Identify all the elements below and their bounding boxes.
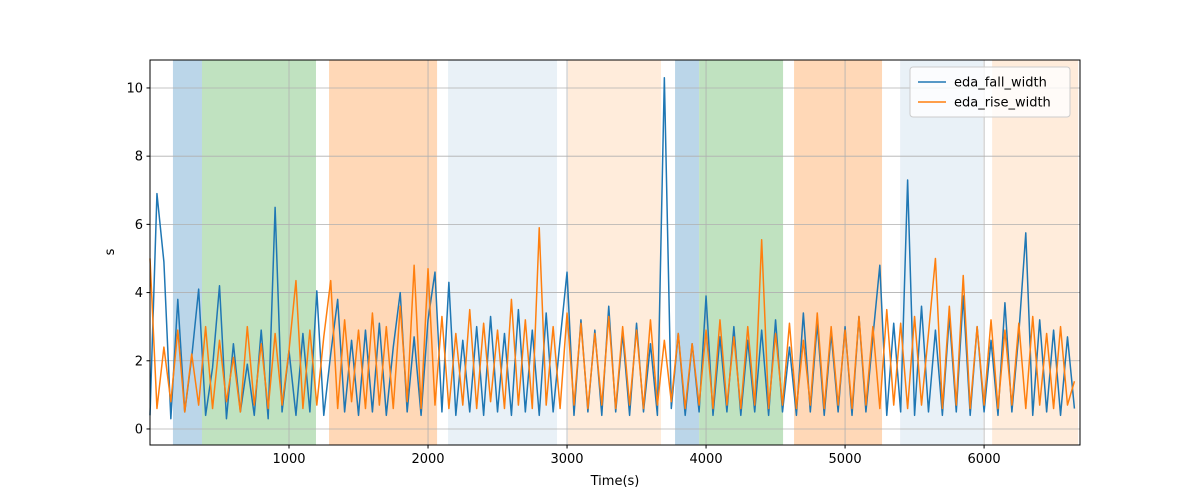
shaded-span: [329, 60, 438, 445]
y-tick-label: 8: [135, 150, 143, 165]
series-line: [149, 227, 1076, 413]
y-tick-label: 4: [135, 286, 143, 301]
x-tick-label: 1000: [272, 452, 305, 467]
shaded-span: [201, 60, 316, 445]
shaded-span: [172, 60, 202, 445]
legend-label: eda_rise_width: [954, 96, 1051, 111]
line-layer: [149, 76, 1076, 420]
shaded-span: [675, 60, 700, 445]
axis-layer: 1000 2000 3000 4000 5000 6000 0 2 4 6 8 10: [126, 81, 1000, 467]
x-axis-label: Time(s): [590, 474, 640, 489]
y-axis-label: s: [103, 248, 118, 255]
x-tick-label: 5000: [829, 452, 862, 467]
legend-label: eda_fall_width: [954, 76, 1047, 91]
x-tick-label: 3000: [550, 452, 583, 467]
span-layer: [172, 60, 1079, 445]
legend: eda_fall_width eda_rise_width: [909, 66, 1071, 118]
x-tick-label: 2000: [411, 452, 444, 467]
x-tick-label: 4000: [690, 452, 723, 467]
y-tick-label: 2: [135, 354, 143, 369]
plot-frame: [149, 59, 1081, 446]
y-tick-label: 10: [126, 81, 143, 96]
shaded-span: [699, 60, 784, 445]
legend-box: [909, 66, 1071, 118]
x-tick-label: 6000: [968, 452, 1001, 467]
y-tick-label: 0: [135, 422, 143, 437]
y-tick-label: 6: [135, 218, 143, 233]
